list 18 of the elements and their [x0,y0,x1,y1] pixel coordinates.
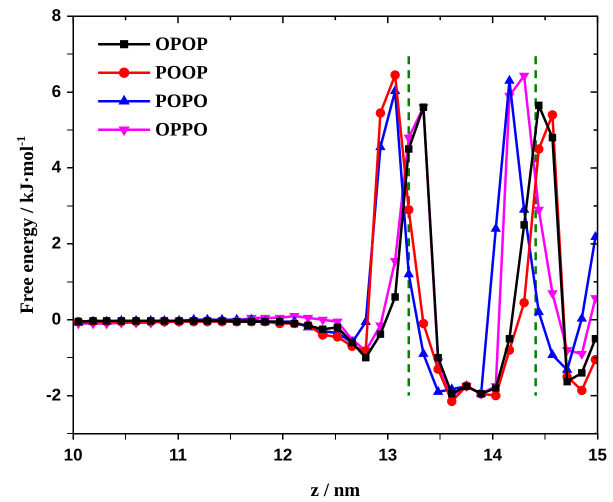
legend-label: POOP [155,62,208,84]
y-tick-label: 8 [52,6,62,25]
legend-label: OPPO [155,120,208,141]
x-tick-label: 13 [378,445,398,464]
x-tick-label: 12 [273,445,292,464]
x-tick-label: 14 [483,445,503,464]
y-axis-title: Free energy / kJ·mol-1 [14,136,38,314]
x-tick-label: 11 [169,445,187,464]
x-axis-title: z / nm [310,480,360,501]
legend-label: OPOP [155,34,208,56]
y-tick-label: 6 [52,82,62,101]
y-tick-label: 0 [52,309,62,328]
y-tick-label: 2 [52,234,62,253]
x-tick-label: 15 [588,445,608,464]
legend-label: POPO [155,91,208,112]
y-tick-label: 4 [52,158,62,177]
x-tick-label: 10 [64,445,83,464]
y-tick-label: -2 [46,385,62,404]
